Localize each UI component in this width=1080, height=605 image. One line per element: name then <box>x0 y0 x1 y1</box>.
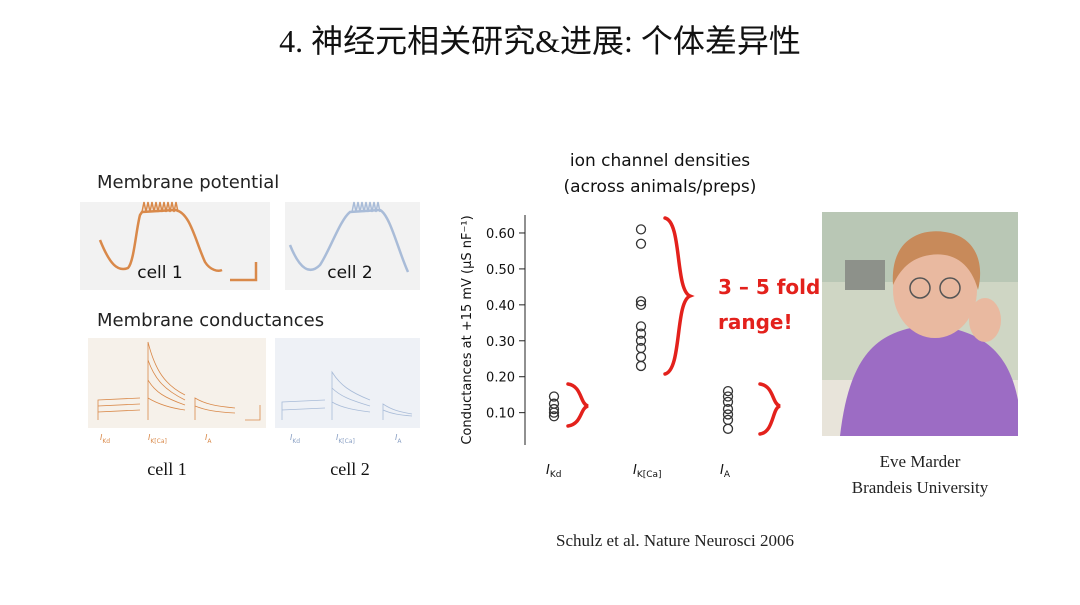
cell-label: cell 1 <box>147 459 186 479</box>
y-tick-label: 0.30 <box>486 335 515 350</box>
annotation: 3 – 5 fold <box>718 275 820 299</box>
cell-label: cell 2 <box>330 459 369 479</box>
cell-label: cell 2 <box>327 263 372 283</box>
slide-title: 4. 神经元相关研究&进展: 个体差异性 <box>279 23 801 59</box>
conductance-traces <box>281 370 413 420</box>
point <box>722 385 734 397</box>
y-tick-label: 0.50 <box>486 263 515 278</box>
cell-label: cell 1 <box>137 263 182 283</box>
current-label: IA <box>205 433 212 445</box>
trace-bg <box>80 202 270 290</box>
point <box>635 296 647 307</box>
point <box>635 238 647 249</box>
point <box>722 414 734 425</box>
y-tick-label: 0.60 <box>486 227 515 242</box>
annotation: range! <box>718 310 793 334</box>
point <box>548 391 560 402</box>
trace-bg <box>275 338 420 428</box>
point <box>548 403 560 415</box>
point <box>635 351 647 363</box>
citation: Schulz et al. Nature Neurosci 2006 <box>556 531 794 550</box>
potential-label: Membrane potential <box>97 172 279 193</box>
trace <box>351 201 381 213</box>
current-label: IKd <box>290 433 300 445</box>
point <box>722 391 734 402</box>
conductance-traces <box>97 341 261 421</box>
point <box>548 411 560 422</box>
y-axis-label: Conductances at +15 mV (μS nF⁻¹) <box>460 215 475 444</box>
chart-title: ion channel densities <box>570 151 750 171</box>
trace-bg <box>88 338 266 428</box>
point <box>722 423 734 434</box>
point <box>635 360 647 372</box>
x-tick-label: IA <box>720 463 731 480</box>
point <box>722 409 734 420</box>
y-tick-label: 0.10 <box>486 407 515 422</box>
point <box>635 224 647 235</box>
conductance-label: Membrane conductances <box>97 310 324 331</box>
point <box>635 335 647 346</box>
current-label: IK[Ca] <box>336 433 355 445</box>
point <box>548 407 560 418</box>
portrait-name: Eve Marder <box>880 452 961 471</box>
portrait <box>822 212 1018 436</box>
current-label: IKd <box>100 433 110 445</box>
chart-subtitle: (across animals/preps) <box>564 177 757 197</box>
point <box>635 321 647 332</box>
point <box>635 328 647 339</box>
point <box>635 299 647 310</box>
y-tick-label: 0.20 <box>486 371 515 386</box>
x-tick-label: IK[Ca] <box>633 463 662 480</box>
point <box>722 403 734 415</box>
brackets <box>566 216 781 436</box>
current-label: IK[Ca] <box>148 433 167 445</box>
trace <box>288 208 410 273</box>
trace <box>141 201 179 213</box>
point <box>722 396 734 408</box>
portrait-affiliation: Brandeis University <box>852 478 989 497</box>
current-label: IA <box>395 433 402 445</box>
y-tick-label: 0.40 <box>486 299 515 314</box>
x-tick-label: IKd <box>546 463 561 480</box>
